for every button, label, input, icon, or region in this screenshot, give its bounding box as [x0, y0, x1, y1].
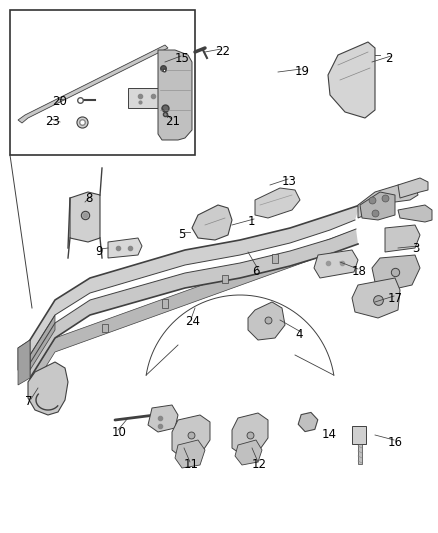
Text: 19: 19: [295, 65, 310, 78]
Text: 18: 18: [352, 265, 367, 278]
Text: 20: 20: [52, 95, 67, 108]
Polygon shape: [255, 188, 300, 218]
Polygon shape: [30, 315, 55, 370]
Text: 11: 11: [184, 458, 199, 471]
Text: 1: 1: [248, 215, 255, 228]
Polygon shape: [272, 254, 278, 263]
Text: 21: 21: [165, 115, 180, 128]
Polygon shape: [18, 340, 30, 385]
Text: 2: 2: [385, 52, 392, 65]
Polygon shape: [172, 415, 210, 458]
Polygon shape: [128, 88, 165, 108]
Polygon shape: [28, 362, 68, 415]
Polygon shape: [18, 45, 168, 123]
Polygon shape: [70, 192, 100, 242]
Text: 6: 6: [252, 265, 259, 278]
Text: 17: 17: [388, 292, 403, 305]
Polygon shape: [314, 250, 358, 278]
Text: 8: 8: [85, 192, 92, 205]
Polygon shape: [192, 205, 232, 240]
Polygon shape: [352, 278, 400, 318]
Polygon shape: [158, 50, 192, 140]
Bar: [10, 10, 195, 155]
Text: 16: 16: [388, 436, 403, 449]
Text: 23: 23: [45, 115, 60, 128]
Text: 9: 9: [95, 245, 102, 258]
Text: 22: 22: [215, 45, 230, 58]
Polygon shape: [235, 440, 262, 465]
Text: 15: 15: [175, 52, 190, 65]
Polygon shape: [108, 238, 142, 258]
Polygon shape: [30, 230, 355, 392]
Polygon shape: [222, 274, 228, 284]
Polygon shape: [248, 302, 285, 340]
Polygon shape: [398, 205, 432, 222]
Bar: [358, 444, 362, 464]
Polygon shape: [360, 192, 395, 220]
Polygon shape: [102, 324, 108, 333]
Polygon shape: [175, 440, 205, 468]
Polygon shape: [398, 178, 428, 198]
Polygon shape: [232, 413, 268, 455]
Bar: [352, 426, 366, 444]
Text: 12: 12: [252, 458, 267, 471]
Polygon shape: [385, 225, 420, 252]
Polygon shape: [358, 185, 418, 218]
Polygon shape: [328, 42, 375, 118]
Text: 24: 24: [185, 315, 200, 328]
Polygon shape: [148, 405, 178, 432]
Text: 4: 4: [295, 328, 303, 341]
Polygon shape: [372, 255, 420, 290]
Polygon shape: [30, 229, 358, 378]
Text: 7: 7: [25, 395, 32, 408]
Text: 14: 14: [322, 428, 337, 441]
Polygon shape: [162, 300, 168, 308]
Polygon shape: [18, 340, 30, 378]
Polygon shape: [30, 205, 360, 355]
Text: 3: 3: [412, 242, 419, 255]
Text: 13: 13: [282, 175, 297, 188]
Text: 5: 5: [178, 228, 185, 241]
Text: 10: 10: [112, 426, 127, 439]
